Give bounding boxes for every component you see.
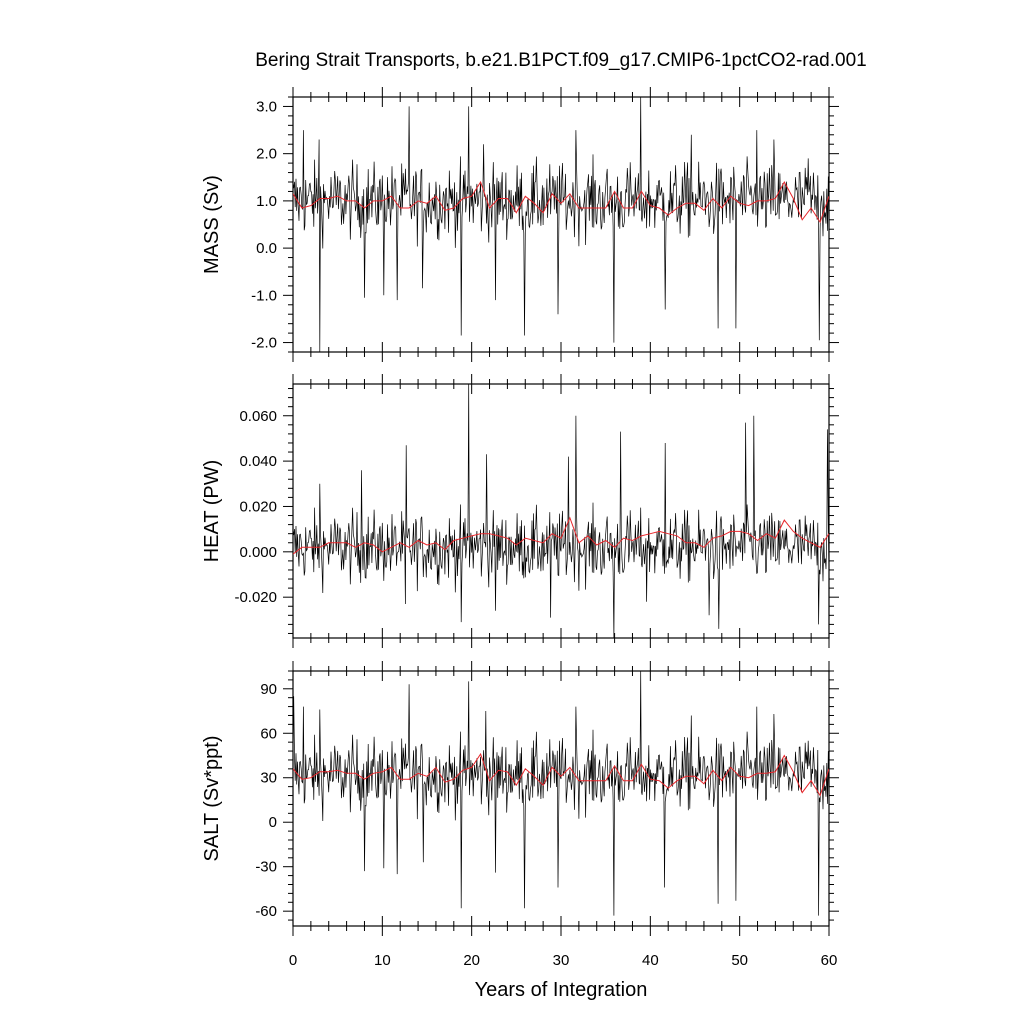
- y-tick-label: -2.0: [251, 335, 277, 352]
- x-tick-label: 60: [821, 952, 838, 969]
- y-tick-label: 0: [269, 814, 277, 831]
- annual-series-line: [293, 516, 829, 555]
- y-tick-label: 3.0: [256, 98, 277, 115]
- y-axis-title: HEAT (PW): [201, 460, 223, 563]
- annual-series-line: [293, 752, 829, 797]
- panel-2: 0.060 0.040 0.020 0.000 -0.020 HEAT (PW): [201, 374, 839, 648]
- y-tick-label: -1.0: [251, 287, 277, 304]
- y-tick-label: 1.0: [256, 193, 277, 210]
- panel-3: 90 60 30 0 -30 -60 SALT (Sv*ppt): [201, 661, 839, 936]
- y-tick-label: 90: [260, 681, 277, 698]
- y-tick-label: -60: [255, 903, 277, 920]
- y-tick-label: 30: [260, 770, 277, 787]
- x-tick-label: 20: [463, 952, 480, 969]
- y-tick-label: 0.020: [239, 498, 277, 515]
- plot-frame: [292, 670, 830, 927]
- y-axis-title: MASS (Sv): [201, 175, 223, 274]
- x-tick-label: 40: [642, 952, 659, 969]
- monthly-series-line: [293, 384, 829, 638]
- monthly-series-line: [293, 97, 829, 352]
- annual-series-line: [293, 180, 829, 224]
- y-tick-label: 0.060: [239, 408, 277, 425]
- y-tick-label: -30: [255, 859, 277, 876]
- y-tick-label: 60: [260, 725, 277, 742]
- x-axis-title: Years of Integration: [475, 979, 648, 1001]
- y-tick-label: 0.0: [256, 240, 277, 257]
- plot-frame: [292, 96, 830, 353]
- y-axis-title: SALT (Sv*ppt): [201, 736, 223, 862]
- y-tick-label: 0.040: [239, 453, 277, 470]
- x-tick-label: 30: [553, 952, 570, 969]
- chart-title: Bering Strait Transports, b.e21.B1PCT.f0…: [255, 50, 866, 71]
- x-tick-label: 50: [731, 952, 748, 969]
- y-tick-label: 2.0: [256, 146, 277, 163]
- x-tick-label: 0: [289, 952, 297, 969]
- panel-1: 3.0 2.0 1.0 0.0 -1.0 -2.0 MASS (Sv): [201, 87, 839, 362]
- y-tick-label: -0.020: [234, 589, 277, 606]
- monthly-series-line: [293, 671, 829, 916]
- x-tick-label: 10: [374, 952, 391, 969]
- y-tick-label: 0.000: [239, 544, 277, 561]
- plot-frame: [292, 383, 830, 639]
